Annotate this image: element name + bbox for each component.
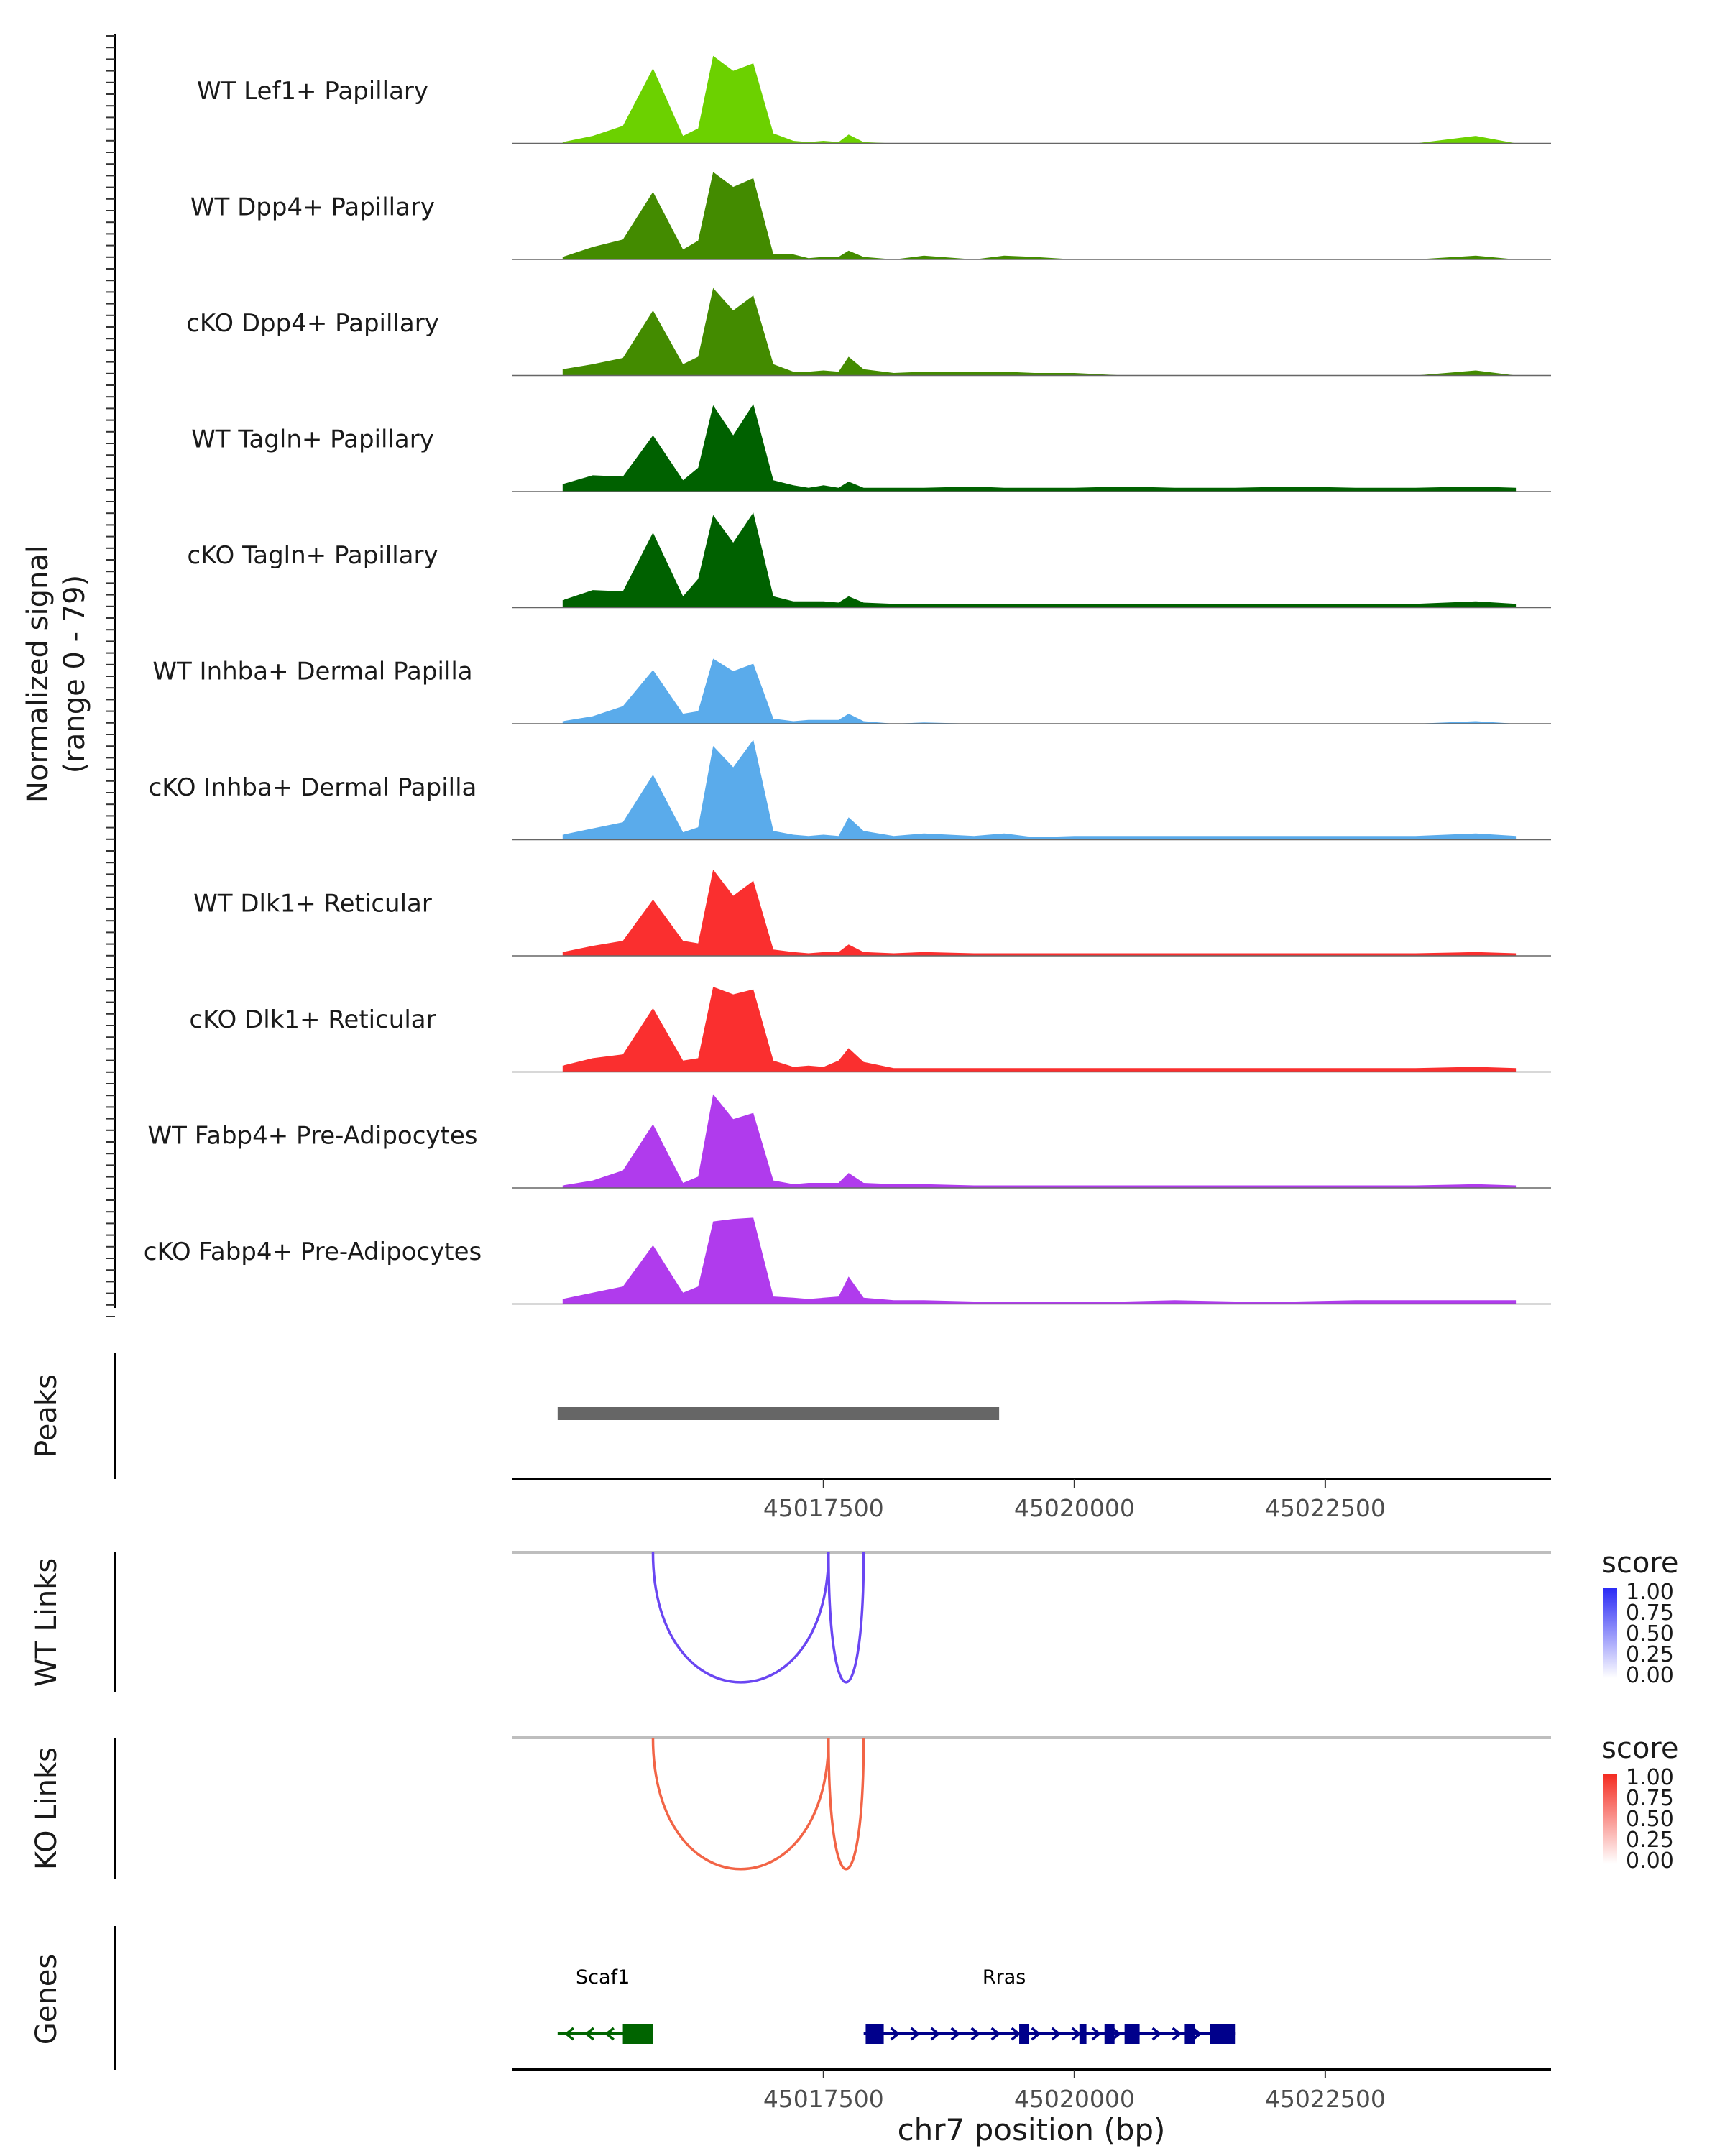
legend-colorbar	[1603, 1588, 1617, 1678]
coverage-ylabel: Normalized signal	[22, 545, 55, 803]
gene-exon	[1184, 2024, 1195, 2044]
gene-strand-arrow	[584, 2027, 594, 2041]
gene-strand-arrow	[990, 2027, 1001, 2041]
x-axis-tick-label: 45017500	[763, 1494, 884, 1522]
coverage-track-area	[562, 658, 1517, 724]
coverage-track-area	[562, 287, 1517, 376]
legend-tick-label: 0.25	[1626, 1828, 1674, 1853]
legend-tick-label: 1.00	[1626, 1765, 1674, 1790]
gene-strand-arrow	[564, 2027, 574, 2041]
legend-title: score	[1601, 1732, 1678, 1765]
coverage-track-area	[562, 55, 1517, 144]
coverage-track-label: cKO Tagln+ Papillary	[187, 541, 438, 570]
coverage-track-area	[562, 512, 1517, 608]
x-axis-tick-label: 45020000	[1014, 2085, 1135, 2113]
legend-tick-label: 0.50	[1626, 1807, 1674, 1832]
links-label: KO Links	[30, 1747, 63, 1870]
gene-exon	[1019, 2024, 1030, 2044]
coverage-track-area	[562, 740, 1517, 840]
gene-exon	[865, 2024, 884, 2044]
genes-label: Genes	[30, 1954, 63, 2045]
gene-strand-arrow	[1192, 2027, 1202, 2041]
link-arc	[651, 1737, 830, 1871]
legend-tick-label: 0.25	[1626, 1642, 1674, 1667]
legend-title: score	[1601, 1547, 1678, 1580]
gene-strand-arrow	[890, 2027, 901, 2041]
x-axis-title: chr7 position (bp)	[898, 2112, 1166, 2147]
gene-exon	[1079, 2024, 1087, 2044]
coverage-tracks: WT Lef1+ Papillary WT Dpp4+ Papillary cKO …	[144, 55, 1551, 1305]
x-axis-tick-label: 45022500	[1265, 2085, 1386, 2113]
coverage-track-area	[562, 869, 1517, 956]
gene-strand-arrow	[604, 2027, 615, 2041]
gene-strand-arrow	[1031, 2027, 1041, 2041]
gene-strand-arrow	[930, 2027, 941, 2041]
legend-tick-label: 0.00	[1626, 1663, 1674, 1688]
coverage-track-label: WT Inhba+ Dermal Papilla	[152, 658, 472, 686]
coverage-axis-ticks	[106, 35, 115, 1317]
coverage-track-label: cKO Dpp4+ Papillary	[186, 309, 439, 338]
coverage-track-label: cKO Inhba+ Dermal Papilla	[149, 773, 477, 802]
coverage-track-label: cKO Dlk1+ Reticular	[189, 1005, 436, 1034]
gene-strand-arrow	[1151, 2027, 1162, 2041]
legend-tick-label: 0.75	[1626, 1786, 1674, 1811]
x-axis-tick-label: 45020000	[1014, 1494, 1135, 1522]
gene-label: Scaf1	[576, 1966, 630, 1989]
legend-tick-label: 0.75	[1626, 1600, 1674, 1626]
peaks-label: Peaks	[30, 1374, 63, 1457]
coverage-track-label: WT Dlk1+ Reticular	[193, 890, 432, 918]
gene-strand-arrow	[1071, 2027, 1082, 2041]
gene-label: Rras	[983, 1966, 1026, 1989]
gene-strand-arrow	[1111, 2027, 1122, 2041]
gene-exon	[1124, 2024, 1140, 2044]
legend-tick-label: 1.00	[1626, 1580, 1674, 1605]
link-arc	[827, 1552, 865, 1684]
coverage-ylabel-range: (range 0 - 79)	[58, 575, 91, 773]
legend-colorbar	[1603, 1774, 1617, 1864]
gene-strand-arrow	[910, 2027, 921, 2041]
gene-exon	[622, 2024, 653, 2044]
gene-strand-arrow	[1011, 2027, 1021, 2041]
coverage-track-area	[562, 172, 1517, 259]
coverage-track-area	[562, 1217, 1517, 1304]
coverage-track-label: WT Fabp4+ Pre-Adipocytes	[148, 1122, 478, 1151]
peak-bar	[557, 1407, 1000, 1420]
coverage-track-label: cKO Fabp4+ Pre-Adipocytes	[144, 1238, 482, 1266]
peaks-x-axis: 45017500 45020000 45022500	[763, 1479, 1386, 1522]
coverage-track-label: WT Tagln+ Papillary	[191, 425, 434, 454]
link-arc	[651, 1552, 830, 1684]
coverage-track-label: WT Dpp4+ Papillary	[190, 193, 435, 222]
coverage-track-area	[562, 404, 1517, 492]
link-arc	[827, 1737, 865, 1871]
x-axis-tick-label: 45022500	[1265, 1494, 1386, 1522]
links-label: WT Links	[30, 1558, 63, 1687]
gene-strand-arrow	[1172, 2027, 1182, 2041]
gene-exon	[1210, 2024, 1236, 2044]
gene-strand-arrow	[1091, 2027, 1102, 2041]
legend-tick-label: 0.00	[1626, 1848, 1674, 1874]
coverage-track-label: WT Lef1+ Papillary	[197, 77, 428, 106]
x-axis-tick-label: 45017500	[763, 2085, 884, 2113]
gene-models: Scaf1 Rras	[557, 1966, 1236, 2044]
legend-tick-label: 0.50	[1626, 1621, 1674, 1646]
gene-exon	[1104, 2024, 1115, 2044]
gene-strand-arrow	[1051, 2027, 1062, 2041]
coverage-track-area	[562, 987, 1517, 1072]
gene-strand-arrow	[970, 2027, 981, 2041]
genes-x-axis: 45017500 45020000 45022500	[763, 2070, 1386, 2113]
coverage-track-area	[562, 1094, 1517, 1188]
gene-strand-arrow	[950, 2027, 961, 2041]
